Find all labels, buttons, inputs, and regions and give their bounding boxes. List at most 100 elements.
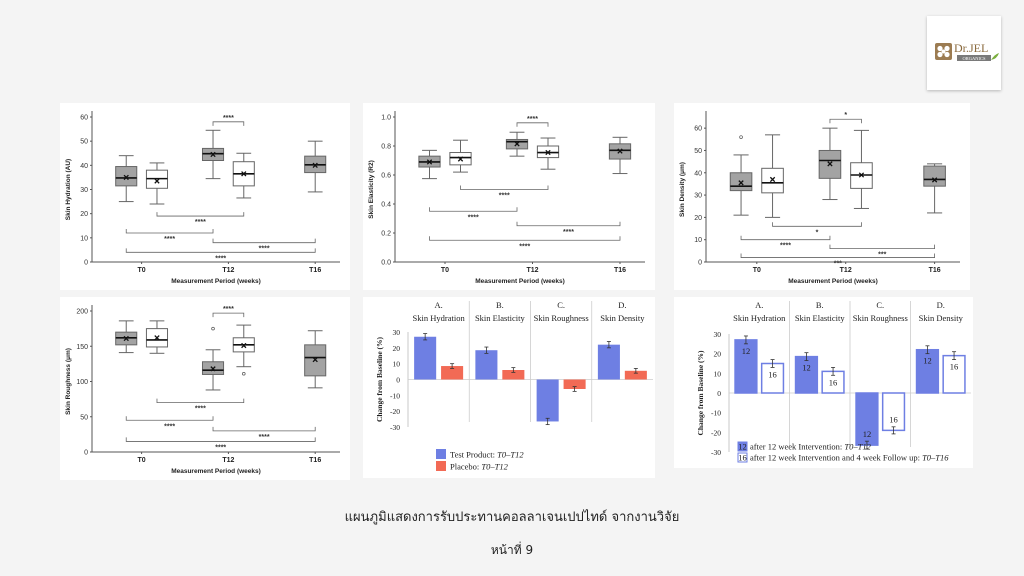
y-tick-label: 0 xyxy=(396,376,400,385)
y-tick-label: -20 xyxy=(711,428,721,437)
box-t16-test xyxy=(923,163,946,214)
y-tick-label: 10 xyxy=(80,235,88,242)
box-t0-placebo xyxy=(145,162,169,205)
brand-logo: Dr.JEL ORGANICS xyxy=(927,16,1001,90)
bar-series2 xyxy=(563,379,586,389)
significance-bracket: *** xyxy=(740,253,935,268)
bar-series2 xyxy=(502,370,525,380)
y-tick-label: 0 xyxy=(84,260,88,267)
bar-series2 xyxy=(624,370,647,380)
x-axis-label: Measurement Period (weeks) xyxy=(171,278,261,285)
flower-logo-icon: Dr.JEL ORGANICS xyxy=(935,41,999,61)
significance-label: **** xyxy=(195,219,206,226)
x-tick-label: T0 xyxy=(753,267,761,274)
significance-bracket: **** xyxy=(212,238,316,253)
significance-bracket: * xyxy=(829,112,862,124)
box-t0-placebo xyxy=(145,320,169,354)
category-letter: A. xyxy=(434,300,442,310)
significance-label: *** xyxy=(878,252,886,259)
category-name: Skin Hydration xyxy=(413,313,466,323)
bar-tag-label: 12 xyxy=(863,429,872,439)
y-tick-label: -30 xyxy=(390,423,400,432)
significance-bracket: **** xyxy=(156,398,245,413)
y-tick-label: 50 xyxy=(694,148,702,155)
y-tick-label: 30 xyxy=(714,330,722,339)
category-letter: D. xyxy=(618,300,626,310)
legend-swatch xyxy=(737,441,748,452)
box-t0-test xyxy=(729,135,753,216)
category-name: Skin Roughness xyxy=(534,313,589,323)
y-tick-label: -30 xyxy=(711,448,721,457)
logo-subtitle: ORGANICS xyxy=(962,56,986,61)
x-tick-label: T0 xyxy=(138,457,146,464)
category-letter: D. xyxy=(937,300,945,310)
box-iqr xyxy=(761,167,784,194)
mean-marker xyxy=(545,149,551,156)
elasticity-boxplot: 0.0 0.2 0.4 0.6 0.8 1.0 T0 T12 T16 Measurement Pe… xyxy=(368,111,645,285)
x-tick-label: T16 xyxy=(614,267,626,274)
significance-bracket: **** xyxy=(212,115,245,126)
x-tick-label: T16 xyxy=(309,457,321,464)
bracket-line xyxy=(772,222,862,227)
x-axis-label: Measurement Period (weeks) xyxy=(475,278,565,285)
mean-marker xyxy=(858,172,865,178)
error-bar xyxy=(450,363,455,369)
bar-series1 xyxy=(414,336,437,380)
mean-marker xyxy=(514,141,520,147)
bar-series2 xyxy=(441,366,464,380)
elasticity-boxplot-panel: 0.0 0.2 0.4 0.6 0.8 1.0 T0 T12 T16 Measurement Pe… xyxy=(363,103,655,290)
y-tick-label: 20 xyxy=(694,215,702,222)
mean-marker xyxy=(154,178,160,184)
error-bar xyxy=(952,351,957,360)
legend-period: T0–T12 xyxy=(497,450,524,460)
box-t0-placebo xyxy=(761,134,784,218)
y-axis-label: Skin Elasticity (R2) xyxy=(368,160,375,219)
box-t16-test xyxy=(304,140,327,193)
bar-tag-label: 16 xyxy=(829,377,838,387)
t12-vs-t16-barchart: 30 20 10 0 -10 -20 -30 Change from Baseline (%)… xyxy=(696,300,971,463)
leaf-icon xyxy=(991,53,999,60)
category-name: Skin Hydration xyxy=(733,313,786,323)
legend-swatch xyxy=(436,461,446,471)
mean-marker xyxy=(241,342,247,349)
mean-marker xyxy=(312,356,318,363)
legend-swatch xyxy=(737,452,748,463)
bar-tag-label: 12 xyxy=(802,363,811,373)
significance-label: **** xyxy=(499,193,510,200)
mean-marker xyxy=(827,161,833,167)
category-name: Skin Roughness xyxy=(853,313,908,323)
box-t12-placebo xyxy=(232,152,255,199)
legend-item: 16 after 12 week Intervention and 4 week … xyxy=(737,452,949,463)
box-t12-placebo xyxy=(232,324,255,376)
y-tick-label: 60 xyxy=(694,126,702,133)
category-letter: B. xyxy=(496,300,504,310)
y-tick-label: -20 xyxy=(390,407,400,416)
y-tick-label: 20 xyxy=(393,344,401,353)
mean-marker xyxy=(312,162,318,168)
mean-marker xyxy=(931,177,938,183)
bracket-line xyxy=(429,236,621,241)
bracket-line xyxy=(516,221,621,227)
mean-marker xyxy=(123,174,129,181)
box-t0-test xyxy=(115,320,138,354)
error-bar xyxy=(864,440,869,450)
significance-bracket: **** xyxy=(516,116,549,127)
box-t12-test xyxy=(201,326,225,391)
density-boxplot: 0 10 20 30 40 50 60 T0 T12 T16 Measurement Period … xyxy=(679,111,960,285)
page-number: หน้าที่ 9 xyxy=(490,543,534,557)
y-tick-label: 200 xyxy=(76,309,88,316)
significance-label: * xyxy=(816,229,819,236)
box-t16-test xyxy=(304,330,327,389)
significance-label: **** xyxy=(164,236,175,243)
legend-name: Placebo: xyxy=(450,462,481,472)
box-t16-test xyxy=(608,136,632,175)
box-t12-placebo xyxy=(850,129,873,209)
error-bar xyxy=(511,367,516,373)
category-letter: C. xyxy=(876,300,884,310)
legend-tag: 16 xyxy=(738,452,747,462)
x-tick-label: T16 xyxy=(309,267,321,274)
hydration-boxplot-panel: 0 10 20 30 40 50 60 T0 T12 T16 Measurement Period … xyxy=(60,103,350,290)
mean-marker xyxy=(769,176,776,183)
category-letter: A. xyxy=(755,300,763,310)
significance-bracket: **** xyxy=(740,235,831,250)
